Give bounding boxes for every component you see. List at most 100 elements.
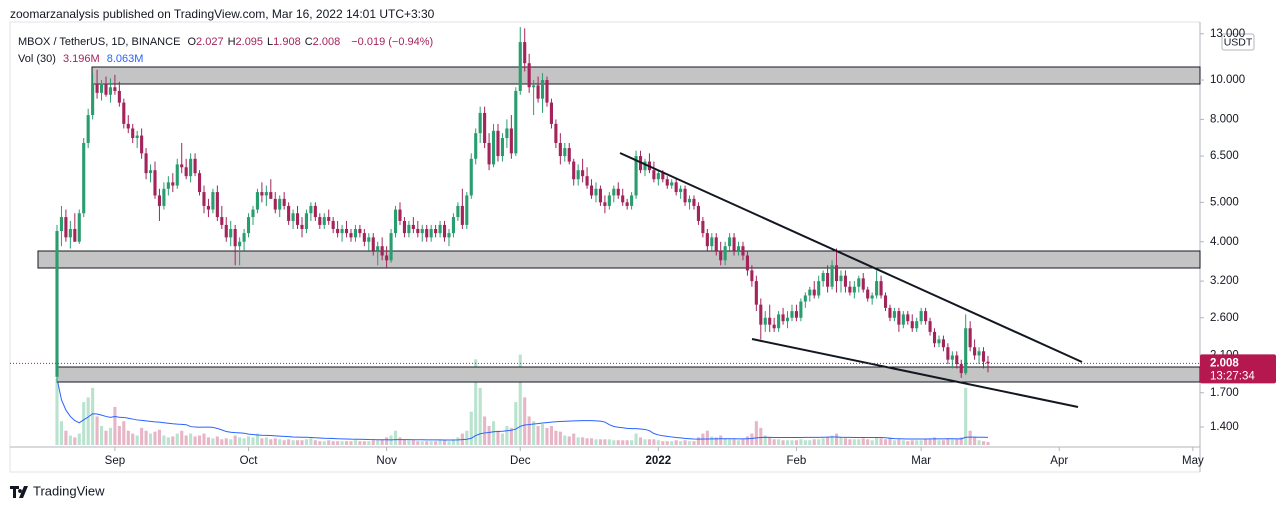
volume-bar [385, 437, 389, 445]
volume-bar [625, 440, 629, 445]
volume-value: 3.196M [62, 53, 100, 65]
candle-body [986, 361, 990, 364]
candle-body [68, 228, 72, 238]
volume-bar [817, 439, 821, 445]
volume-bar [719, 435, 723, 445]
candle-body [336, 228, 340, 234]
candle-body [398, 209, 402, 221]
volume-bar [888, 437, 892, 445]
volume-bar [536, 425, 540, 445]
candle-body [148, 170, 153, 174]
candle-body [821, 273, 825, 282]
candle-body [456, 205, 460, 218]
volume-bar [861, 438, 865, 445]
candle-body [131, 128, 135, 139]
volume-bar [82, 402, 86, 445]
volume-bar [474, 359, 478, 445]
volume-bar [447, 441, 451, 445]
volume-bar [68, 435, 72, 445]
volume-bar [714, 437, 718, 445]
candle-body [875, 281, 879, 296]
volume-bar [821, 438, 825, 445]
x-tick-label: Mar [911, 455, 931, 467]
candle-body [465, 195, 469, 225]
candle-body [278, 198, 282, 210]
volume-bar [652, 439, 656, 445]
candle-body [442, 224, 447, 238]
x-tick-label: Apr [1050, 455, 1068, 467]
candle-body [233, 228, 237, 247]
volume-bar [732, 439, 736, 445]
candle-body [621, 195, 625, 203]
volume-bar [897, 439, 901, 445]
volume-bar [772, 439, 776, 445]
candle-body [211, 192, 215, 210]
candle-body [643, 161, 647, 171]
volume-bar [973, 437, 977, 445]
volume-label: Vol (30) [18, 53, 56, 65]
volume-bar [879, 438, 883, 445]
volume-bar [349, 441, 353, 445]
candle-body [157, 195, 162, 206]
ohlc-value: 2.027 [196, 36, 224, 48]
candle-body [808, 289, 812, 296]
candle-body [585, 176, 589, 186]
volume-bar [647, 439, 651, 445]
volume-bar [924, 439, 928, 445]
candle-body [483, 112, 487, 143]
candle-body [153, 170, 157, 196]
candle-body [674, 182, 678, 193]
volume-bar [509, 427, 513, 445]
volume-bar [215, 436, 219, 445]
candle-body [327, 217, 331, 221]
candle-body [576, 170, 580, 180]
symbol: MBOX / TetherUS, 1D, BINANCE [18, 36, 181, 48]
candle-body [206, 205, 211, 210]
volume-bar [790, 440, 794, 445]
volume-bar [710, 436, 714, 445]
candle-body [915, 321, 919, 329]
volume-bar [55, 378, 59, 445]
volume-bar [946, 438, 950, 445]
volume-bar [197, 435, 202, 445]
volume-bar [777, 439, 781, 445]
volume-bar [273, 438, 277, 445]
volume-bar [607, 439, 611, 445]
candle-body [759, 304, 763, 325]
candle-body [910, 321, 914, 329]
volume-bar [402, 439, 406, 445]
candle-body [220, 217, 224, 225]
x-tick-label: Feb [787, 455, 807, 467]
volume-bar [135, 435, 139, 445]
y-tick-label: 1.400 [1210, 421, 1239, 433]
candle-body [772, 324, 776, 329]
volume-bar [469, 411, 473, 445]
candle-body [919, 311, 923, 322]
candle-body [932, 331, 937, 344]
candle-body [794, 311, 798, 318]
candle-body [460, 205, 464, 225]
candle-body [184, 167, 188, 177]
volume-bar [144, 430, 148, 445]
candle-body [946, 347, 950, 360]
volume-bar [892, 440, 896, 445]
volume-bar [674, 440, 678, 445]
drawings [37, 66, 1201, 383]
candle-body [491, 130, 496, 165]
volume-bar [108, 427, 113, 445]
candle-body [777, 314, 781, 329]
x-tick-label: Sep [105, 455, 125, 467]
candle-body [567, 148, 571, 162]
candle-body [509, 128, 513, 154]
volume-bar [278, 439, 282, 445]
volume-bar [750, 433, 754, 445]
candle-body [367, 237, 371, 242]
candle-body [857, 278, 861, 287]
volume-bar [932, 437, 937, 445]
candle-body [834, 265, 839, 282]
volume-bar [955, 439, 959, 445]
volume-bar [86, 397, 90, 445]
candle-body [429, 228, 433, 238]
volume-bar [736, 440, 741, 445]
volume-bar [180, 430, 184, 445]
